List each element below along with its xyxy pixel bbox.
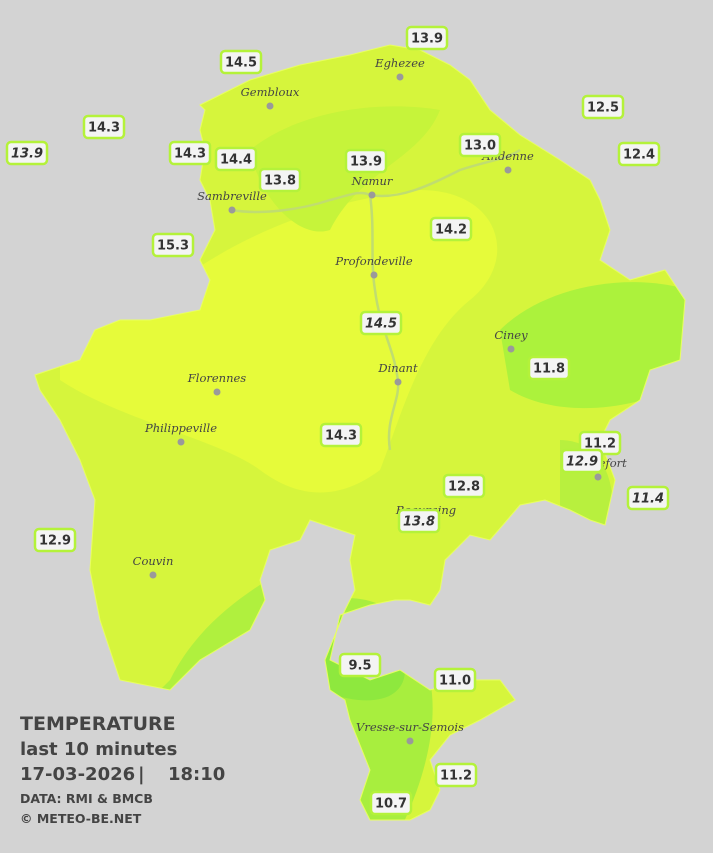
- station-value: 11.4: [632, 492, 664, 507]
- town-dot: [213, 388, 221, 396]
- separator: |: [138, 764, 145, 785]
- station-box: [33, 527, 77, 553]
- station-box: [359, 310, 403, 336]
- station-value: 12.9: [566, 455, 598, 470]
- station-box: [369, 790, 413, 816]
- town-dot: [507, 345, 515, 353]
- station-value: 12.4: [623, 148, 655, 163]
- town-name: Couvin: [133, 554, 174, 568]
- legend-title: TEMPERATURE: [20, 713, 176, 735]
- town-dot: [396, 73, 404, 81]
- legend-time: 18:10: [168, 764, 225, 785]
- station-box: [626, 485, 670, 511]
- town-dot: [177, 438, 185, 446]
- station-box: [151, 232, 195, 258]
- town-dot: [370, 271, 378, 279]
- station-box: [581, 94, 625, 120]
- legend-date: 17-03-2026: [20, 764, 135, 785]
- station-value: 11.2: [584, 437, 616, 452]
- station-value: 10.7: [375, 797, 407, 812]
- station-box: [458, 132, 502, 158]
- town-name: Vresse-sur-Semois: [356, 720, 464, 734]
- town-name: Ciney: [494, 328, 528, 342]
- station-box: [617, 141, 661, 167]
- town-dot: [594, 473, 602, 481]
- station-value: 11.0: [439, 674, 471, 689]
- town-name: Dinant: [377, 361, 418, 375]
- town-dot: [406, 737, 414, 745]
- legend: TEMPERATURE last 10 minutes 17-03-2026 |…: [20, 713, 225, 826]
- town-dot: [368, 191, 376, 199]
- station-box: [344, 148, 388, 174]
- station-box: [319, 422, 363, 448]
- station-value: 14.5: [225, 56, 257, 71]
- station-box: [214, 146, 258, 172]
- station-box: [258, 167, 302, 193]
- station-value: 14.4: [220, 153, 252, 168]
- station-value: 13.9: [11, 147, 43, 162]
- station-value: 14.3: [88, 121, 120, 136]
- legend-source: DATA: RMI & BMCB: [20, 791, 153, 806]
- station-box: [338, 652, 382, 678]
- station-value: 13.9: [411, 32, 443, 47]
- town-name: Florennes: [187, 371, 247, 385]
- station-value: 12.9: [39, 534, 71, 549]
- town-dot: [266, 102, 274, 110]
- stations: 14.5 13.9 14.3 13.9 14.3 14.4 13.8 13.9 13.0 12.5…: [5, 25, 670, 816]
- station-box: [442, 473, 486, 499]
- town-name: Philippeville: [144, 421, 217, 435]
- station-box: [5, 140, 49, 166]
- station-value: 13.8: [264, 174, 296, 189]
- legend-credit: © METEO-BE.NET: [20, 811, 142, 826]
- station-value: 12.8: [448, 480, 480, 495]
- legend-period: last 10 minutes: [20, 739, 177, 760]
- station-box: [433, 667, 477, 693]
- station-value: 13.0: [464, 139, 496, 154]
- station-box: [219, 49, 263, 75]
- town-name: Profondeville: [334, 254, 412, 268]
- town-name: Sambreville: [197, 189, 267, 203]
- station-box: [397, 508, 441, 534]
- station-value: 14.3: [325, 429, 357, 444]
- station-box: [429, 216, 473, 242]
- station-box: [82, 114, 126, 140]
- station-value: 14.3: [174, 147, 206, 162]
- station-value: 11.2: [440, 769, 472, 784]
- station-value: 14.2: [435, 223, 467, 238]
- station-value: 11.8: [533, 362, 565, 377]
- station-value: 13.9: [350, 155, 382, 170]
- station-box: [560, 448, 604, 474]
- station-box: [405, 25, 449, 51]
- station-box: [434, 762, 478, 788]
- station-value: 15.3: [157, 239, 189, 254]
- station-value: 14.5: [365, 317, 397, 332]
- town-dot: [149, 571, 157, 579]
- town-dot: [504, 166, 512, 174]
- station-value: 13.8: [403, 515, 435, 530]
- station-box: [168, 140, 212, 166]
- town-dot: [394, 378, 402, 386]
- station-value: 9.5: [348, 659, 371, 674]
- station-box: [527, 355, 571, 381]
- town-name: Gembloux: [241, 85, 300, 99]
- town-dot: [228, 206, 236, 214]
- town-name: Eghezee: [374, 56, 425, 70]
- town-name: Namur: [351, 174, 394, 188]
- station-value: 12.5: [587, 101, 619, 116]
